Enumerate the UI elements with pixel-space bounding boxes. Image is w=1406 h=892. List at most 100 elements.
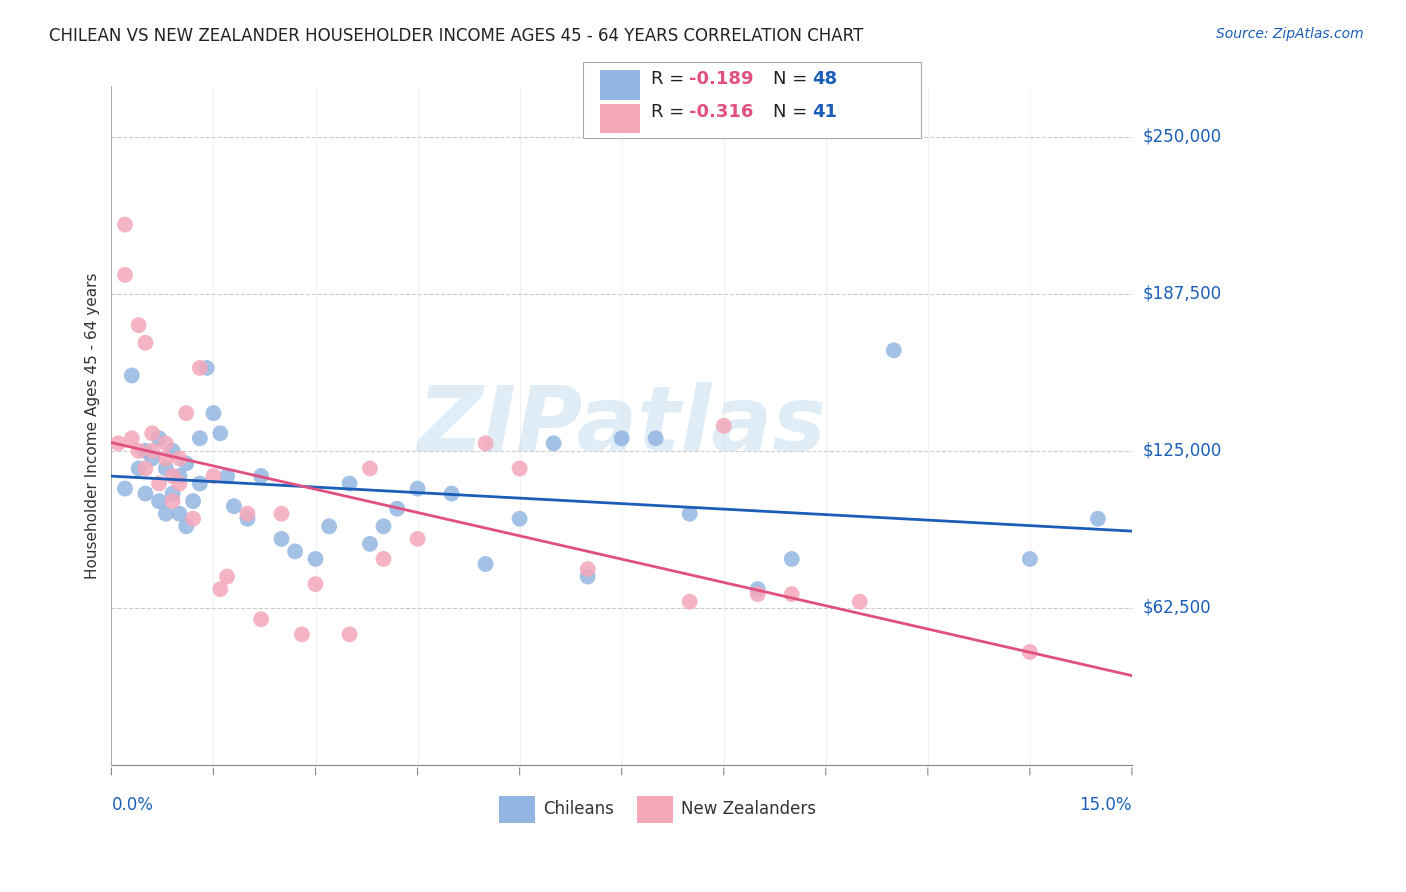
Point xyxy=(747,587,769,601)
Point xyxy=(304,577,326,591)
Point xyxy=(1087,512,1109,526)
Point xyxy=(114,482,136,496)
Point xyxy=(155,436,177,450)
Point xyxy=(222,499,245,513)
Point xyxy=(181,494,204,508)
Point xyxy=(128,318,150,333)
Point xyxy=(202,406,225,420)
Point xyxy=(162,486,184,500)
Point xyxy=(610,431,633,445)
Point xyxy=(134,335,156,350)
Point xyxy=(576,569,599,583)
Text: $250,000: $250,000 xyxy=(1143,128,1222,145)
FancyBboxPatch shape xyxy=(499,796,534,822)
Point xyxy=(174,519,197,533)
Point xyxy=(679,507,702,521)
Point xyxy=(250,469,273,483)
Point xyxy=(114,268,136,282)
Point xyxy=(713,418,735,433)
Text: -0.316: -0.316 xyxy=(689,103,754,121)
Text: $125,000: $125,000 xyxy=(1143,442,1222,460)
Text: Chileans: Chileans xyxy=(543,800,614,818)
Point xyxy=(141,451,163,466)
Point xyxy=(195,360,218,375)
Point xyxy=(236,507,259,521)
Point xyxy=(155,451,177,466)
Point xyxy=(134,486,156,500)
Point xyxy=(385,501,408,516)
Text: 15.0%: 15.0% xyxy=(1080,796,1132,814)
Point xyxy=(169,469,191,483)
Point xyxy=(236,512,259,526)
Point xyxy=(1018,645,1040,659)
Point xyxy=(148,431,170,445)
Point xyxy=(250,612,273,626)
Point xyxy=(284,544,307,558)
Text: -0.189: -0.189 xyxy=(689,70,754,87)
Point xyxy=(780,587,803,601)
Point xyxy=(174,406,197,420)
Point xyxy=(188,360,211,375)
Point xyxy=(128,443,150,458)
Text: $187,500: $187,500 xyxy=(1143,285,1222,302)
Point xyxy=(215,469,238,483)
Text: CHILEAN VS NEW ZEALANDER HOUSEHOLDER INCOME AGES 45 - 64 YEARS CORRELATION CHART: CHILEAN VS NEW ZEALANDER HOUSEHOLDER INC… xyxy=(49,27,863,45)
Point xyxy=(121,368,143,383)
Point xyxy=(679,595,702,609)
Text: Source: ZipAtlas.com: Source: ZipAtlas.com xyxy=(1216,27,1364,41)
Point xyxy=(339,476,361,491)
Point xyxy=(359,461,381,475)
Text: N =: N = xyxy=(773,103,813,121)
Point xyxy=(155,507,177,521)
Point xyxy=(148,494,170,508)
Point xyxy=(202,469,225,483)
Point xyxy=(134,443,156,458)
Point xyxy=(169,451,191,466)
Text: 48: 48 xyxy=(813,70,838,87)
Text: 41: 41 xyxy=(813,103,838,121)
Point xyxy=(188,476,211,491)
Point xyxy=(576,562,599,576)
Point xyxy=(644,431,666,445)
Point xyxy=(318,519,340,533)
Point xyxy=(883,343,905,358)
Point xyxy=(169,507,191,521)
Point xyxy=(474,436,496,450)
Point xyxy=(141,443,163,458)
Text: $62,500: $62,500 xyxy=(1143,599,1212,617)
Point xyxy=(148,476,170,491)
Point xyxy=(107,436,129,450)
Point xyxy=(406,532,429,546)
Point xyxy=(215,569,238,583)
Point xyxy=(134,461,156,475)
Point xyxy=(780,552,803,566)
Text: ZIPatlas: ZIPatlas xyxy=(418,382,827,470)
FancyBboxPatch shape xyxy=(637,796,672,822)
Point xyxy=(209,426,232,441)
Text: 0.0%: 0.0% xyxy=(111,796,153,814)
Point xyxy=(304,552,326,566)
Point xyxy=(141,426,163,441)
Text: N =: N = xyxy=(773,70,813,87)
Point xyxy=(128,461,150,475)
Point xyxy=(373,519,395,533)
Point xyxy=(849,595,872,609)
Point xyxy=(747,582,769,596)
Point xyxy=(188,431,211,445)
Point xyxy=(121,431,143,445)
Y-axis label: Householder Income Ages 45 - 64 years: Householder Income Ages 45 - 64 years xyxy=(86,272,100,579)
Point xyxy=(181,512,204,526)
Point xyxy=(474,557,496,571)
Point xyxy=(270,507,292,521)
Point xyxy=(169,476,191,491)
Point xyxy=(162,494,184,508)
Point xyxy=(406,482,429,496)
Text: R =: R = xyxy=(651,103,690,121)
Point xyxy=(155,461,177,475)
Point xyxy=(162,443,184,458)
Point xyxy=(509,461,531,475)
Point xyxy=(543,436,565,450)
Text: New Zealanders: New Zealanders xyxy=(681,800,815,818)
Point xyxy=(114,218,136,232)
Point xyxy=(174,457,197,471)
